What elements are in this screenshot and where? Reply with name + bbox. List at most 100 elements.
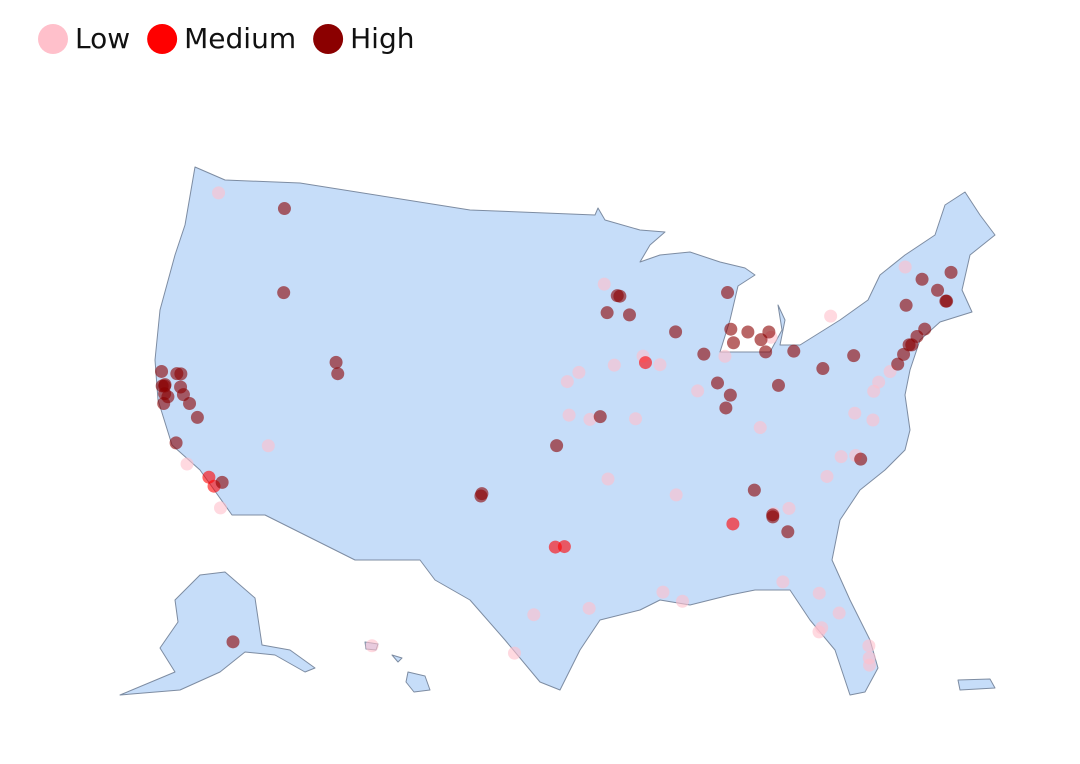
point — [747, 483, 761, 497]
point — [653, 358, 667, 372]
point — [718, 349, 732, 363]
lower-48 — [154, 166, 996, 696]
point — [872, 375, 886, 389]
point — [691, 384, 705, 398]
point — [583, 412, 597, 426]
point — [891, 357, 905, 371]
point — [781, 525, 795, 539]
point — [226, 635, 240, 649]
point — [600, 306, 614, 320]
point — [190, 410, 204, 424]
point — [669, 325, 683, 339]
puerto-rico — [957, 678, 996, 691]
point — [915, 272, 929, 286]
point — [816, 362, 830, 376]
point — [866, 413, 880, 427]
point — [212, 186, 226, 200]
legend-marker — [313, 24, 344, 54]
point — [170, 367, 184, 381]
point — [557, 540, 571, 554]
point — [902, 338, 916, 352]
point — [726, 517, 740, 531]
point — [832, 606, 846, 620]
point — [669, 488, 683, 502]
point — [862, 639, 876, 653]
point — [277, 286, 291, 300]
point — [214, 501, 228, 515]
point — [741, 325, 755, 339]
legend-label: Low — [75, 22, 130, 55]
point — [931, 283, 945, 297]
points — [155, 186, 958, 672]
point — [759, 345, 773, 359]
legend-label: High — [350, 22, 414, 55]
point — [939, 294, 953, 308]
point — [593, 410, 607, 424]
point — [897, 347, 911, 361]
point — [944, 265, 958, 279]
point — [629, 412, 643, 426]
point — [155, 364, 169, 378]
point — [812, 625, 826, 639]
point — [607, 358, 621, 372]
point — [711, 376, 725, 390]
legend-label: Medium — [184, 22, 296, 55]
point — [507, 646, 521, 660]
point — [787, 344, 801, 358]
point — [862, 651, 876, 665]
point — [899, 298, 913, 312]
point — [719, 401, 733, 415]
point — [848, 406, 862, 420]
point — [638, 356, 652, 370]
point — [847, 349, 861, 363]
point — [474, 489, 488, 503]
point — [365, 639, 379, 653]
point — [721, 286, 735, 300]
point — [771, 378, 785, 392]
point — [613, 289, 627, 303]
point — [527, 608, 541, 622]
point — [782, 501, 796, 515]
point — [753, 421, 767, 435]
point — [582, 601, 596, 615]
point — [675, 594, 689, 608]
point — [824, 309, 838, 323]
point — [820, 469, 834, 483]
legend-marker — [38, 24, 68, 54]
point — [812, 586, 826, 600]
point — [550, 439, 564, 453]
point — [329, 355, 343, 369]
point — [724, 322, 738, 336]
point — [723, 388, 737, 402]
point — [215, 475, 229, 489]
point — [597, 277, 611, 291]
legend-marker — [147, 24, 178, 54]
alaska — [119, 571, 316, 696]
point — [623, 308, 637, 322]
point — [560, 375, 574, 389]
point — [918, 322, 932, 336]
point — [898, 260, 912, 274]
point — [776, 575, 790, 589]
point — [180, 457, 194, 471]
point — [834, 450, 848, 464]
point — [601, 472, 615, 486]
point — [331, 367, 345, 381]
point — [261, 439, 275, 453]
point — [766, 510, 780, 524]
point — [854, 452, 868, 466]
point — [656, 585, 670, 599]
point — [726, 336, 740, 350]
point — [169, 436, 183, 450]
point — [572, 365, 586, 379]
point — [562, 408, 576, 422]
point — [277, 202, 291, 216]
point — [697, 347, 711, 361]
point — [762, 325, 776, 339]
point — [157, 396, 171, 410]
point — [183, 396, 197, 410]
legend: Low Medium High — [38, 22, 414, 55]
land — [119, 166, 996, 696]
